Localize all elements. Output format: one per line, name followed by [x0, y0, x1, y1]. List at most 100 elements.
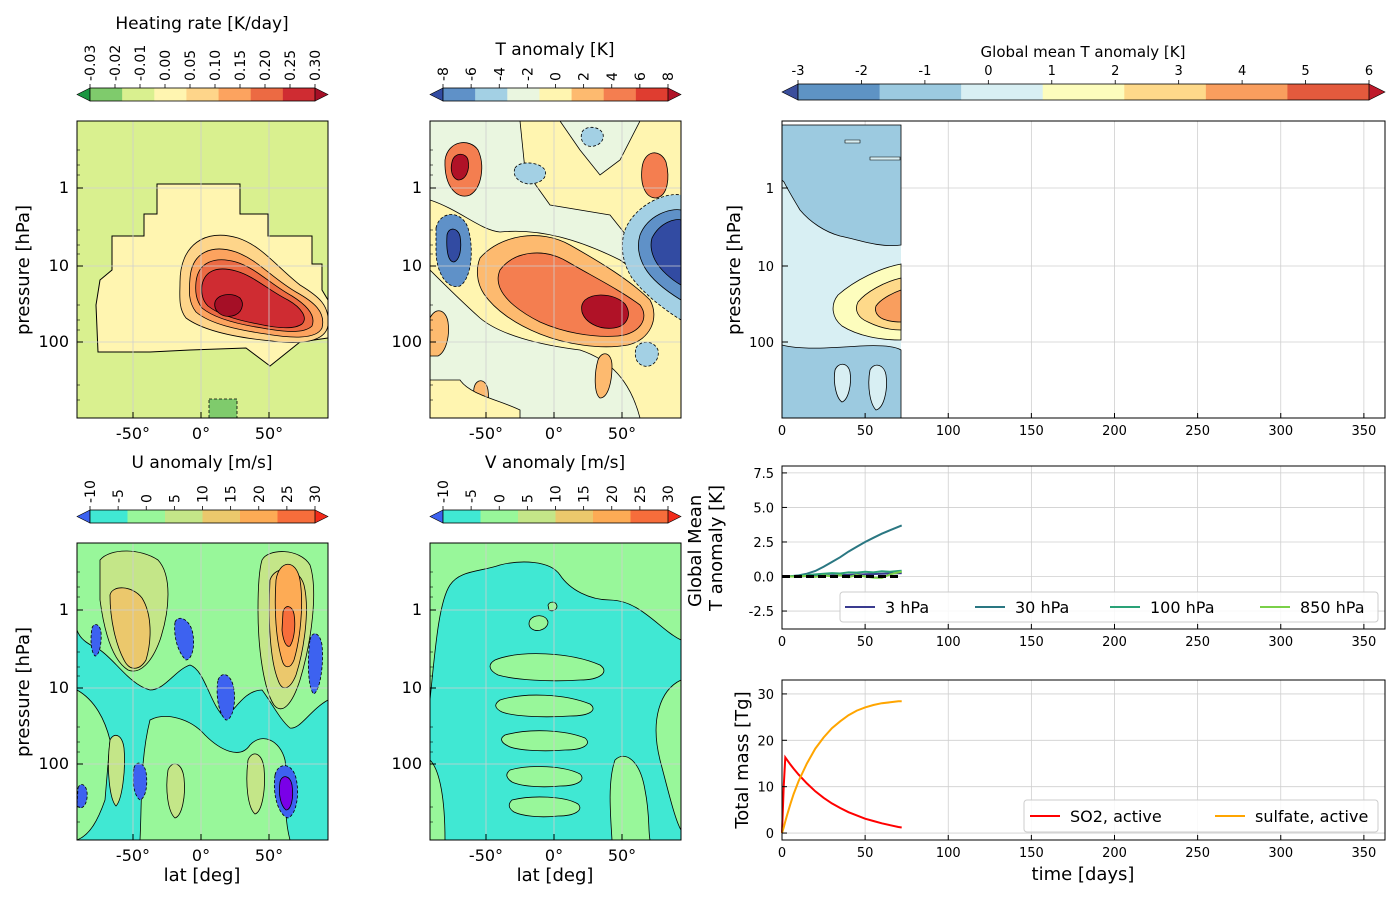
uanom-axes: 1 10 100 -50° 0° 50°	[38, 571, 283, 865]
colorbar-uanom-segment	[165, 510, 203, 523]
heating-contour-negative	[208, 398, 238, 418]
vanom-contour-0-center-4	[506, 766, 583, 788]
van-ytick-label: 1	[412, 600, 422, 619]
gm-legend-label: 850 hPa	[1300, 598, 1365, 617]
tanom-contour-left-cold-core	[446, 228, 462, 263]
colorbar-vanom-segment	[443, 510, 481, 523]
vanom-grid	[430, 543, 681, 840]
total-mass-axes-frame	[781, 679, 1386, 841]
uanom-contour-25-right	[281, 606, 296, 647]
colorbar-global-tick-label: 2	[1111, 64, 1119, 79]
uanom-contour-neg-2	[174, 617, 194, 661]
colorbar-vanom-segment	[518, 510, 556, 523]
hovmoller-contour-cold-upper	[782, 124, 902, 247]
colorbar-uanom-tick-label: 15	[224, 485, 240, 503]
vanom-contour-0-small-1	[528, 615, 549, 631]
gm-xtick-label: 100	[936, 635, 961, 650]
tan-ytick-label: 100	[391, 332, 422, 351]
tm-ytick-label: 20	[757, 734, 774, 749]
colorbar-global-segment	[798, 84, 881, 100]
total-mass-series	[781, 700, 902, 834]
colorbar-heating-outline	[89, 87, 316, 102]
uanom-grid	[77, 543, 328, 840]
colorbar-heating-segment	[90, 88, 123, 101]
colorbar-vanom: V anomaly [m/s] -10 -5 0 5 10 15 20 25 30	[429, 453, 682, 524]
colorbar-heating-segment	[122, 88, 155, 101]
colorbar-tanom-tick-label: -8	[436, 67, 452, 81]
colorbar-global-tick-label: -3	[792, 64, 805, 79]
colorbar-tanom-segment	[443, 88, 476, 101]
colorbar-tanom: T anomaly [K] -8 -6 -4 -2 0 2 4 6 8	[429, 40, 682, 102]
colorbar-uanom-tick-label: 20	[252, 485, 268, 503]
colorbar-tanom-tick-label: -2	[520, 67, 536, 81]
colorbar-heating-title: Heating rate [K/day]	[115, 14, 288, 34]
panel-global-mean-line: 0 50 100 150 200 250 300 350 -2.5 0.0 2.5 5.0 7.5 Gl…	[685, 465, 1386, 650]
colorbar-vanom-segments	[429, 509, 682, 524]
colorbar-uanom-tick-label: -10	[83, 480, 99, 503]
colorbar-heating-segment	[218, 88, 252, 101]
tm-xtick-label: 100	[936, 846, 961, 861]
van-ytick-label: 10	[402, 678, 422, 697]
vanom-axes: 1 10 100 -50° 0° 50°	[391, 571, 636, 865]
colorbar-heating-tick-label: -0.03	[83, 45, 99, 81]
colorbar-vanom-extend-high	[667, 509, 682, 524]
colorbar-heating-extend-low	[76, 87, 91, 102]
colorbar-global-tick-label: 5	[1301, 64, 1309, 79]
colorbar-uanom-extend-high	[314, 509, 329, 524]
van-xtick-label: -50°	[469, 846, 503, 865]
colorbar-vanom-ticks: -10 -5 0 5 10 15 20 25 30	[436, 480, 677, 510]
colorbar-global-ticks: -3 -2 -1 0 1 2 3 4 5 6	[792, 64, 1373, 84]
uan-xtick-label: 0°	[192, 846, 210, 865]
gm-ytick-label: 7.5	[753, 467, 774, 482]
colorbar-tanom-tick-label: -6	[464, 67, 480, 81]
colorbar-global-segments	[781, 83, 1386, 101]
colorbar-uanom-tick-label: 30	[308, 485, 324, 503]
colorbar-vanom-segment	[630, 510, 669, 523]
colorbar-tanom-segment	[539, 88, 573, 101]
colorbar-uanom-ticks: -10 -5 0 5 10 15 20 25 30	[83, 480, 324, 510]
colorbar-global-segment	[961, 84, 1044, 100]
vanom-contour-0-outer	[430, 543, 681, 701]
gm-xtick-label: 300	[1268, 635, 1293, 650]
uanom-contour-neg-6	[77, 784, 88, 809]
colorbar-vanom-title: V anomaly [m/s]	[485, 453, 625, 473]
tm-xtick-label: 150	[1019, 846, 1044, 861]
uan-ytick-label: 10	[49, 678, 69, 697]
uanom-contour-neg-4	[307, 633, 323, 695]
tanom-contour-bottom-warm-edge	[430, 379, 521, 418]
tm-legend-label: SO2, active	[1070, 807, 1162, 826]
gm-ytick-label: -2.5	[749, 605, 774, 620]
tanom-grid	[430, 121, 681, 418]
total-mass-ylabel: Total mass [Tg]	[732, 691, 753, 829]
vanom-contour-0-center-2	[495, 694, 594, 718]
tan-ytick-label: 1	[412, 178, 422, 197]
gm-xtick-label: 350	[1351, 635, 1376, 650]
tanom-contour-upper-right-warm	[641, 152, 669, 199]
tm-legend-box	[1023, 799, 1379, 833]
heating-axes: 1 10 100 -50° 0° 50°	[38, 149, 283, 443]
tm-series-0	[781, 754, 902, 834]
colorbar-uanom-segment	[240, 510, 278, 523]
panel-heating-rate: 1 10 100 -50° 0° 50°	[38, 120, 329, 443]
tanom-axes-frame	[429, 120, 682, 419]
colorbar-tanom-extend-low	[429, 87, 444, 102]
colorbar-tanom-ticks: -8 -6 -4 -2 0 2 4 6 8	[436, 67, 677, 88]
tm-xtick-label: 0	[778, 846, 786, 861]
tanom-contour-top-right-cold-blob	[580, 126, 604, 147]
global-mean-axes-frame	[781, 465, 1386, 630]
vanom-contour-0-small-2	[547, 601, 558, 612]
colorbar-tanom-tick-label: 8	[661, 72, 677, 81]
hov-xtick-label: 350	[1351, 424, 1376, 439]
hovmoller-ytick-label: 10	[757, 260, 774, 275]
colorbar-tanom-segment	[507, 88, 540, 101]
colorbar-vanom-tick-label: -5	[464, 489, 480, 503]
tanom-contour-upper-left-hot	[450, 153, 469, 181]
tanom-contour-right-cold-core	[650, 219, 681, 286]
van-ytick-label: 100	[391, 754, 422, 773]
colorbar-heating-extend-high	[314, 87, 329, 102]
colorbar-tanom-tick-label: 2	[577, 72, 593, 81]
colorbar-global-segment	[1124, 84, 1207, 100]
colorbar-vanom-tick-label: 10	[549, 485, 565, 503]
uanom-contour-neg-5	[132, 762, 148, 801]
global-mean-legend: 3 hPa 30 hPa 100 hPa 850 hPa	[839, 591, 1379, 623]
